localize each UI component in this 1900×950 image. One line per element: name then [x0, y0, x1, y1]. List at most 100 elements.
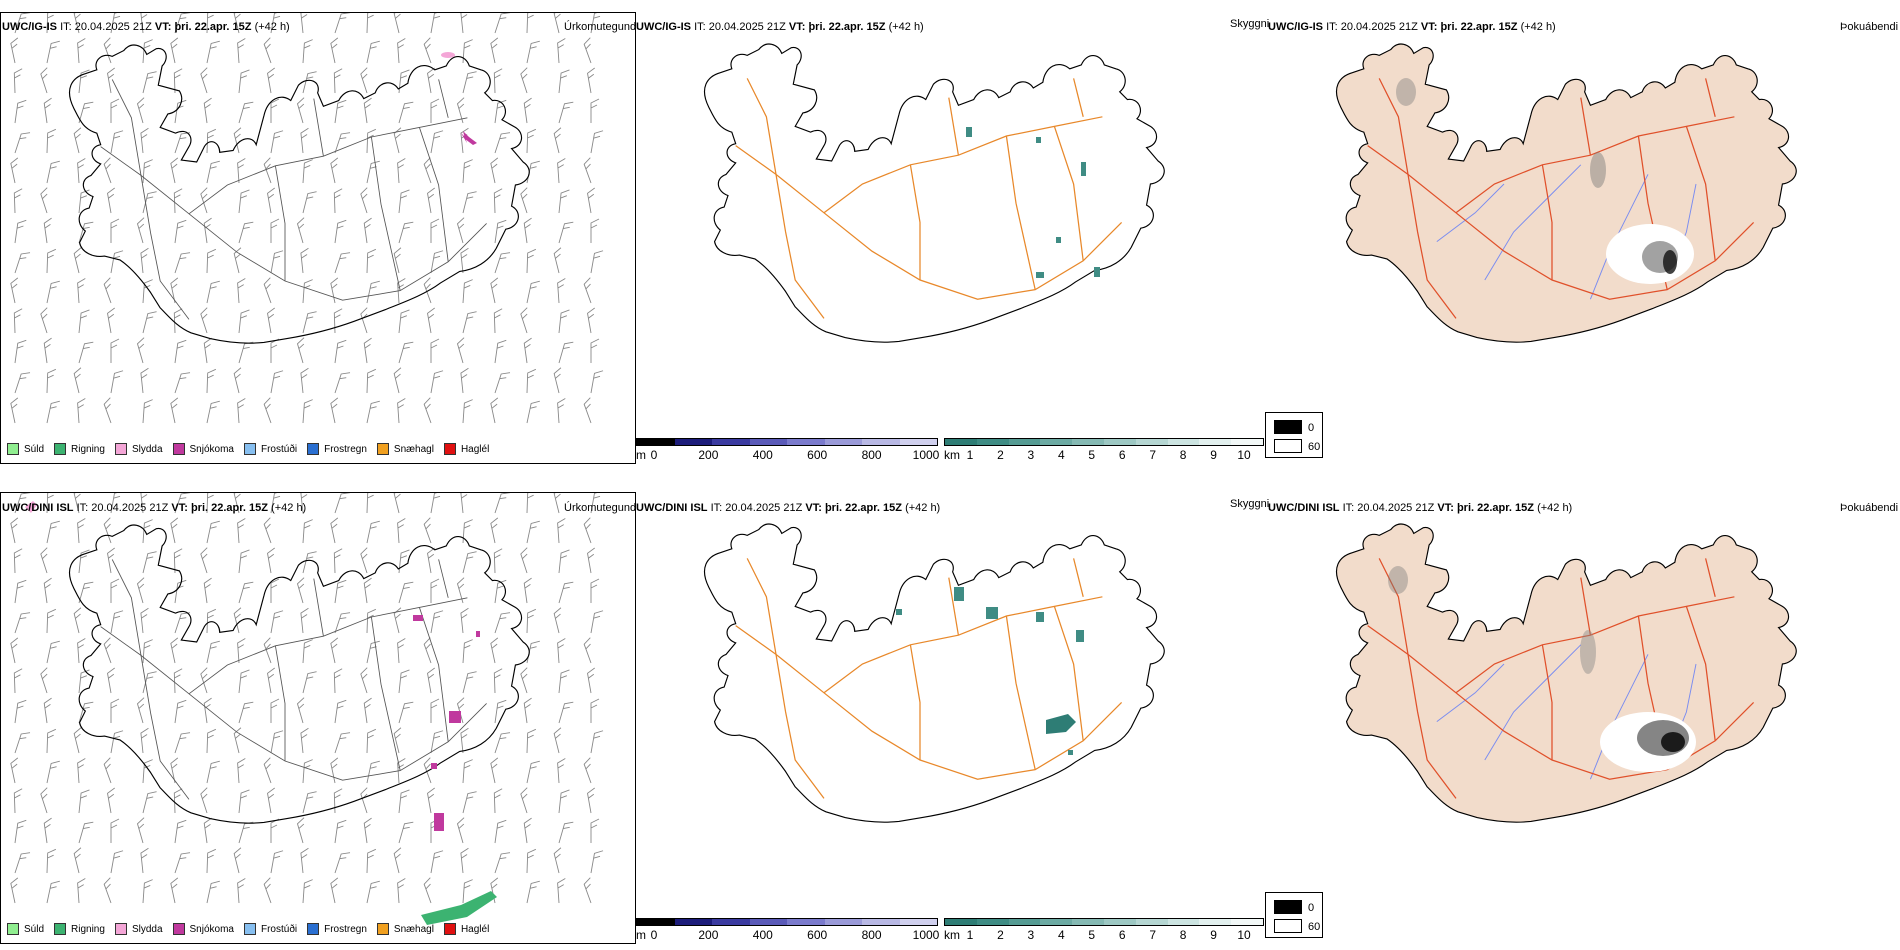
colorbar-segment [824, 439, 862, 445]
wind-barb [13, 788, 23, 814]
wind-barb [77, 398, 86, 424]
wind-barb [263, 757, 272, 784]
wind-barb [46, 368, 57, 394]
sleet-area [441, 52, 455, 58]
colorbar-tick: 9 [1210, 448, 1217, 462]
wind-barb [558, 69, 570, 94]
wind-barb [107, 67, 115, 94]
colorbar-segment [899, 439, 937, 445]
visibility-map-bottom [703, 523, 1165, 823]
wind-barb [494, 579, 507, 604]
wind-barb [302, 551, 317, 574]
wind-barb [103, 517, 112, 544]
colorbar-segment [824, 919, 862, 925]
wind-barb [263, 397, 272, 424]
precip-panel-top: Súld Rigning Slydda Snjókoma Frostúði Frostre… [0, 12, 636, 464]
wind-barb [462, 399, 473, 424]
wind-barb [10, 157, 19, 184]
wind-barb [142, 759, 153, 784]
wind-barb [78, 309, 90, 334]
wind-barb [423, 637, 432, 664]
wind-barb [583, 157, 592, 184]
wind-barb [558, 549, 570, 574]
wind-barb [267, 787, 275, 814]
wind-barb [583, 877, 592, 904]
wind-barb [237, 158, 246, 184]
wind-barb [553, 247, 562, 274]
wind-barb [14, 372, 31, 394]
wind-barb [397, 398, 406, 424]
wind-barb [462, 519, 473, 544]
legend-swatch [114, 443, 127, 455]
legend-swatch [376, 443, 389, 455]
wind-barb [558, 309, 570, 334]
legend-label: Snæhagl [393, 923, 434, 935]
wind-barb [366, 520, 380, 544]
colorbar-segment [749, 919, 787, 925]
legend-item: Frostregn [307, 443, 367, 455]
legend-swatch [443, 443, 456, 455]
panel-label-visibility-top: Skyggni [1230, 18, 1270, 30]
wind-barb [553, 13, 562, 34]
wind-barb [78, 701, 94, 724]
wind-barb [302, 191, 317, 214]
wind-barb [462, 159, 473, 184]
wind-barb [526, 848, 537, 874]
wind-barb [490, 157, 499, 184]
wind-barb [10, 517, 19, 544]
wind-barb [174, 612, 191, 634]
wind-barb [558, 669, 570, 694]
wind-barb [302, 279, 313, 304]
wind-barb [40, 187, 48, 214]
legend-swatch [54, 443, 67, 455]
colorbar-tick: 1000 [912, 448, 940, 462]
wind-barb [10, 877, 19, 904]
colorbar-segment [1231, 439, 1263, 445]
legend-item: Snjókoma [172, 923, 234, 935]
wind-barb [206, 368, 217, 394]
wind-barb [13, 668, 23, 694]
colorbar-tick: 7 [1149, 928, 1156, 942]
wind-barb [456, 97, 465, 124]
wind-barb [366, 368, 377, 394]
wind-barb [360, 787, 368, 814]
colorbar-segment [1167, 919, 1200, 925]
wind-barb [334, 99, 347, 124]
wind-barb [103, 637, 112, 664]
wind-barb [523, 97, 532, 124]
panel-label-fog-bottom: Þokuábendi [1840, 502, 1899, 514]
wind-barb [110, 698, 120, 723]
wind-barb [334, 219, 347, 244]
wind-barb [490, 637, 499, 664]
wind-barb [173, 668, 183, 694]
wind-barb [583, 397, 592, 424]
wind-barb [110, 98, 120, 123]
wind-barb [520, 667, 528, 694]
wind-barb [174, 339, 187, 364]
wind-barb [494, 852, 511, 874]
wind-barb [493, 548, 503, 574]
colorbar-tick: 400 [752, 928, 773, 942]
wind-barb [238, 581, 254, 604]
wind-barb [300, 127, 309, 154]
wind-barb [423, 517, 432, 544]
low-visibility-areas [896, 587, 1084, 755]
colorbar-tick: 4 [1057, 928, 1065, 942]
wind-barb [110, 250, 124, 274]
wind-barb [557, 398, 566, 424]
wind-barb [302, 519, 313, 544]
wind-barb [587, 547, 595, 574]
wind-barb [393, 727, 402, 754]
wind-barb [14, 99, 27, 124]
colorbar-segment [637, 919, 675, 925]
wind-barb [136, 817, 145, 844]
wind-barb [300, 13, 309, 34]
wind-barb [46, 13, 57, 34]
wind-barb [73, 247, 82, 274]
colorbar-segment [1199, 919, 1232, 925]
wind-barb [583, 757, 592, 784]
wind-barb [398, 581, 414, 604]
wind-barb [174, 252, 191, 274]
panel-label-fog-top: Þokuábendi [1840, 21, 1899, 33]
wind-barb [363, 217, 372, 244]
